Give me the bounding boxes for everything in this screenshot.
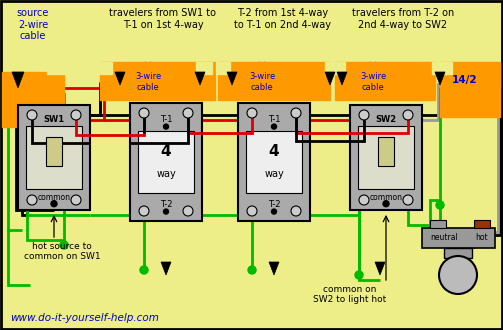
Text: travelers from T-2 on
2nd 4-way to SW2: travelers from T-2 on 2nd 4-way to SW2 [352, 8, 454, 30]
Polygon shape [161, 262, 171, 275]
Text: way: way [156, 169, 176, 179]
Text: 4: 4 [269, 144, 279, 159]
Circle shape [27, 195, 37, 205]
Text: www.do-it-yourself-help.com: www.do-it-yourself-help.com [11, 313, 159, 323]
Bar [440, 62, 500, 117]
Text: way: way [264, 169, 284, 179]
Circle shape [403, 195, 413, 205]
Bar [325, 62, 339, 74]
Bar [238, 103, 310, 221]
Circle shape [272, 209, 277, 214]
Text: common: common [38, 193, 70, 202]
Text: 3-wire
cable: 3-wire cable [360, 72, 386, 92]
Circle shape [383, 201, 389, 207]
Bar [2, 72, 64, 127]
Text: hot: hot [476, 234, 488, 243]
Bar [444, 248, 472, 258]
Circle shape [183, 108, 193, 118]
Bar [18, 105, 90, 210]
Bar [47, 62, 65, 74]
Circle shape [355, 271, 363, 279]
Circle shape [139, 108, 149, 118]
Bar [216, 62, 230, 74]
Text: SW1: SW1 [43, 115, 64, 124]
Text: 3-wire
cable: 3-wire cable [135, 72, 161, 92]
Text: common: common [370, 193, 402, 202]
Bar [196, 62, 212, 74]
Circle shape [183, 206, 193, 216]
Polygon shape [227, 72, 237, 85]
Bar [438, 62, 452, 74]
Text: 14/2: 14/2 [452, 75, 478, 85]
Circle shape [140, 266, 148, 274]
Polygon shape [12, 72, 24, 88]
Bar [430, 220, 446, 228]
Text: T-2: T-2 [268, 200, 280, 209]
Text: common on
SW2 to light hot: common on SW2 to light hot [313, 285, 387, 304]
Polygon shape [337, 72, 347, 85]
Bar [350, 105, 422, 210]
Circle shape [436, 201, 444, 209]
Circle shape [291, 206, 301, 216]
Bar [333, 62, 345, 74]
Circle shape [403, 110, 413, 120]
Circle shape [247, 108, 257, 118]
Text: SW2: SW2 [375, 115, 396, 124]
Bar [138, 131, 194, 193]
Bar [46, 137, 62, 166]
Polygon shape [115, 72, 125, 85]
Circle shape [359, 110, 369, 120]
Bar [26, 126, 82, 189]
Polygon shape [435, 72, 445, 85]
Bar [378, 137, 394, 166]
Polygon shape [325, 72, 335, 85]
Circle shape [291, 108, 301, 118]
Bar [335, 62, 435, 100]
Text: T-2 from 1st 4-way
to T-1 on 2nd 4-way: T-2 from 1st 4-way to T-1 on 2nd 4-way [234, 8, 331, 30]
Circle shape [60, 241, 68, 249]
Circle shape [359, 195, 369, 205]
Circle shape [27, 110, 37, 120]
Text: T-2: T-2 [160, 200, 172, 209]
Polygon shape [269, 262, 279, 275]
Text: neutral: neutral [430, 234, 458, 243]
Circle shape [163, 209, 169, 214]
Bar [130, 103, 202, 221]
Bar [98, 62, 112, 74]
Text: T-1: T-1 [268, 115, 280, 124]
Text: source
2-wire
cable: source 2-wire cable [17, 8, 49, 41]
Circle shape [71, 110, 81, 120]
Text: hot source to
common on SW1: hot source to common on SW1 [24, 242, 100, 261]
Circle shape [71, 195, 81, 205]
Circle shape [272, 124, 277, 129]
Circle shape [247, 206, 257, 216]
Bar [358, 126, 414, 189]
Text: travelers from SW1 to
T-1 on 1st 4-way: travelers from SW1 to T-1 on 1st 4-way [110, 8, 216, 30]
Polygon shape [375, 262, 385, 275]
Ellipse shape [439, 256, 477, 294]
Text: T-1: T-1 [160, 115, 172, 124]
Bar [422, 228, 495, 248]
Circle shape [248, 266, 256, 274]
Bar [218, 62, 330, 100]
Text: 4: 4 [160, 144, 172, 159]
Bar [474, 220, 490, 228]
Circle shape [139, 206, 149, 216]
Circle shape [163, 124, 169, 129]
Bar [246, 131, 302, 193]
Text: 3-wire
cable: 3-wire cable [249, 72, 275, 92]
Circle shape [51, 201, 57, 207]
Bar [100, 62, 215, 100]
Bar [432, 62, 446, 74]
Polygon shape [195, 72, 205, 85]
